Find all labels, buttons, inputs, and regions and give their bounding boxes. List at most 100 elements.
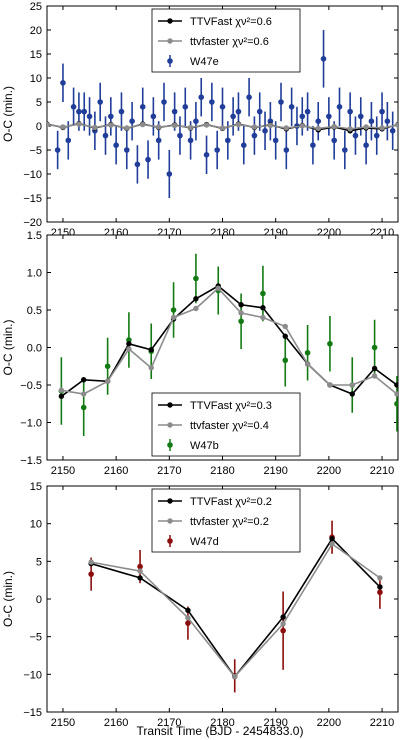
y-tick-label: −0.5: [20, 380, 42, 392]
legend-point-swatch: [167, 422, 173, 428]
data-point: [209, 99, 215, 105]
x-tick-label: 2170: [157, 465, 181, 477]
model-point: [260, 305, 266, 311]
model-point: [394, 382, 398, 388]
data-point: [104, 363, 111, 370]
data-point: [76, 108, 82, 115]
legend-point-swatch: [167, 402, 173, 408]
data-point: [187, 137, 194, 144]
x-tick-label: 2170: [157, 717, 181, 729]
model-point: [235, 121, 242, 128]
data-point: [102, 132, 109, 139]
data-point: [70, 104, 77, 110]
data-point: [54, 147, 61, 153]
model-point: [185, 607, 191, 613]
y-tick-label: 10: [30, 73, 42, 85]
model-point: [379, 125, 385, 131]
legend-series-name: TTVFast: [190, 496, 235, 508]
model-point: [47, 121, 50, 128]
data-point: [166, 171, 173, 177]
legend-series-name: TTVFast: [190, 400, 235, 412]
y-tick-label: −1.5: [20, 455, 42, 467]
data-point: [288, 104, 295, 110]
model-line: [61, 287, 398, 395]
y-tick-label: 15: [30, 49, 42, 61]
model-point: [170, 314, 177, 321]
data-point: [272, 137, 279, 144]
model-point: [260, 314, 266, 321]
x-tick-label: 2210: [370, 717, 394, 729]
model-point: [232, 673, 238, 680]
data-point: [347, 108, 353, 115]
model-point: [219, 125, 226, 131]
legend-label: TTVFast χν²=0.6: [190, 16, 272, 28]
legend-point-swatch: [167, 498, 173, 504]
data-point: [379, 108, 385, 115]
data-point: [331, 137, 337, 144]
model-point: [331, 123, 337, 130]
model-point: [171, 122, 178, 129]
y-tick-label: 0: [36, 121, 42, 133]
y-tick-label: 20: [30, 25, 42, 37]
model-point: [327, 382, 333, 388]
y-tick-label: −20: [23, 217, 42, 229]
model-point: [238, 302, 244, 308]
legend-series-name: TTVFast: [190, 16, 235, 28]
x-tick-label: 2160: [104, 717, 128, 729]
model-point: [349, 391, 355, 397]
y-tick-label: 15: [30, 481, 42, 493]
data-point: [65, 137, 72, 144]
model-point: [371, 365, 378, 372]
model-point: [137, 568, 143, 574]
data-point: [235, 108, 242, 115]
model-point: [148, 365, 154, 371]
x-axis-label: Transit Time (BJD - 2454833.0): [137, 724, 304, 738]
legend-chi-value: χν²=0.6: [232, 36, 269, 48]
legend-series-name: ttvfaster: [190, 516, 232, 528]
model-point: [267, 122, 274, 129]
data-point: [219, 104, 226, 110]
data-point: [225, 137, 231, 144]
data-point: [108, 113, 114, 120]
data-point: [336, 104, 343, 110]
legend-point-swatch: [167, 58, 173, 64]
model-point: [280, 614, 286, 620]
data-point: [304, 108, 311, 115]
model-point: [108, 122, 114, 128]
model-point: [283, 125, 290, 131]
data-point: [262, 128, 268, 134]
data-point: [389, 128, 396, 134]
data-point: [368, 118, 375, 124]
legend-chi-value: χν²=0.4: [232, 420, 269, 432]
y-tick-label: −10: [23, 169, 42, 181]
data-point: [137, 563, 143, 570]
y-tick-label: 1.0: [27, 268, 42, 280]
model-point: [126, 341, 132, 347]
data-point: [256, 108, 263, 115]
data-point: [97, 99, 103, 105]
data-point: [126, 337, 132, 343]
model-point: [60, 124, 66, 130]
legend-label: ttvfaster χν²=0.4: [190, 420, 269, 432]
data-point: [161, 99, 167, 105]
model-point: [88, 559, 94, 565]
x-tick-label: 2180: [210, 717, 234, 729]
data-point: [60, 80, 66, 86]
legend-point-swatch: [167, 442, 173, 448]
y-tick-label: 10: [30, 519, 42, 531]
x-tick-label: 2190: [263, 717, 287, 729]
data-point: [193, 118, 199, 124]
chart-panel-1: 2150 2160 2170 2180 2190 2200 2210−20−15−10−50…: [1, 1, 399, 239]
data-point: [80, 404, 87, 411]
model-point: [92, 124, 98, 131]
x-tick-label: 2150: [51, 717, 75, 729]
model-point: [315, 125, 321, 132]
plot-series: [88, 520, 383, 693]
data-point: [171, 108, 178, 115]
y-tick-label: −1.0: [20, 418, 42, 430]
data-point: [246, 94, 252, 100]
